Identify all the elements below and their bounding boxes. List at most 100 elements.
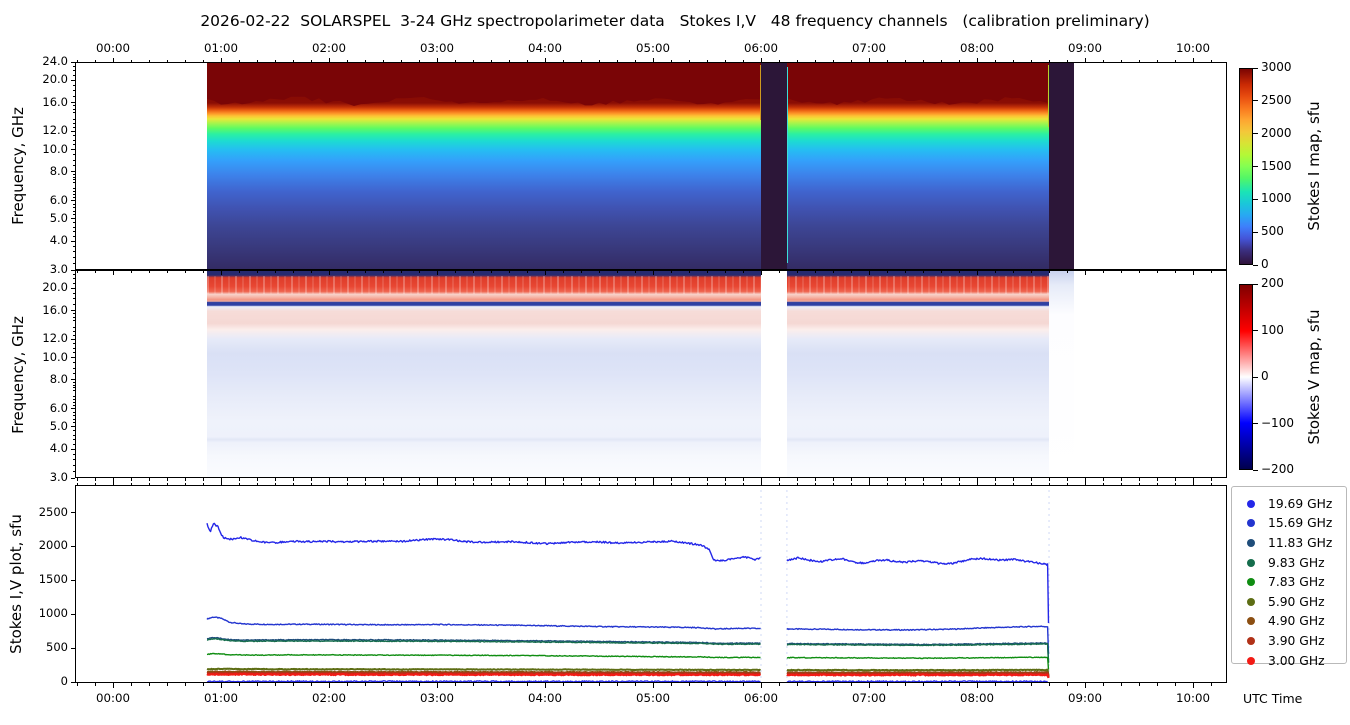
minor-tick — [292, 270, 294, 273]
minor-tick — [130, 683, 132, 686]
minor-tick — [238, 478, 240, 481]
minor-tick — [94, 478, 96, 481]
minor-tick — [886, 683, 888, 686]
minor-tick — [508, 478, 510, 481]
major-tick — [760, 57, 762, 62]
minor-tick — [1138, 59, 1140, 62]
freq-minor-tick — [72, 381, 75, 383]
sfu-tick-label: 0 — [60, 674, 68, 688]
minor-tick — [886, 482, 888, 485]
freq-minor-tick — [72, 256, 75, 258]
legend-item: 19.69 GHz — [1232, 494, 1346, 514]
colorbar-tick — [1253, 198, 1258, 200]
legend-marker-dot — [1247, 499, 1255, 508]
minor-tick — [418, 478, 420, 481]
stokes-i-wiggle-boundary — [206, 63, 1050, 106]
major-tick — [976, 270, 978, 275]
freq-minor-tick — [72, 193, 75, 195]
minor-tick — [688, 683, 690, 686]
freq-minor-tick — [72, 263, 75, 265]
major-tick — [328, 683, 330, 688]
freq-minor-tick — [72, 179, 75, 181]
freq-minor-tick — [72, 343, 75, 345]
sfu-tick — [70, 512, 75, 513]
minor-tick — [742, 683, 744, 686]
freq-minor-tick — [72, 282, 75, 284]
hour-label: 03:00 — [420, 691, 454, 705]
freq-minor-tick — [72, 210, 75, 212]
minor-tick — [688, 478, 690, 481]
minor-tick — [1138, 478, 1140, 481]
minor-tick — [598, 482, 600, 485]
legend-item-label: 19.69 GHz — [1268, 496, 1333, 511]
legend-marker-dot — [1247, 578, 1255, 587]
legend: 19.69 GHz 15.69 GHz 11.83 GHz 9.83 GHz 7.83 … — [1231, 486, 1347, 668]
sfu-tick — [70, 579, 75, 581]
minor-tick — [724, 270, 726, 273]
freq-minor-tick — [72, 303, 75, 305]
minor-tick — [400, 683, 402, 686]
major-tick — [868, 270, 870, 275]
minor-tick — [814, 683, 816, 686]
minor-tick — [184, 482, 186, 485]
freq-major-tick — [70, 149, 75, 151]
freq-minor-tick — [72, 292, 75, 294]
minor-tick — [256, 59, 258, 62]
freq-tick-label: 3.0 — [49, 470, 68, 484]
post-data-band — [1049, 63, 1075, 269]
colorbar-tick-label: 100 — [1261, 322, 1284, 337]
series-5-90-ghz-i — [786, 668, 1050, 676]
freq-tick-label: 6.0 — [49, 192, 68, 207]
cb2-label: Stokes V map, sfu — [1305, 309, 1323, 445]
colorbar-tick — [1253, 264, 1258, 266]
minor-tick — [724, 478, 726, 481]
minor-tick — [1210, 59, 1212, 62]
minor-tick — [94, 270, 96, 273]
freq-tick-label: 4.0 — [49, 441, 68, 456]
minor-tick — [958, 270, 960, 273]
minor-tick — [724, 59, 726, 62]
minor-tick — [688, 59, 690, 62]
minor-tick — [256, 683, 258, 686]
minor-tick — [148, 270, 150, 273]
minor-tick — [832, 482, 834, 485]
major-tick — [652, 57, 654, 62]
minor-tick — [778, 482, 780, 485]
minor-tick — [922, 482, 924, 485]
end-edge-line — [1047, 65, 1050, 127]
legend-item-label: 5.90 GHz — [1268, 594, 1325, 609]
minor-tick — [1210, 683, 1212, 686]
minor-tick — [238, 683, 240, 686]
freq-minor-tick — [72, 278, 75, 280]
major-tick — [220, 480, 222, 485]
minor-tick — [1048, 683, 1050, 686]
minor-tick — [256, 482, 258, 485]
minor-tick — [814, 482, 816, 485]
freq-minor-tick — [72, 418, 75, 420]
freq-minor-tick — [72, 135, 75, 137]
minor-tick — [382, 482, 384, 485]
major-tick — [868, 480, 870, 485]
colorbar-tick-label: 1500 — [1261, 158, 1292, 173]
freq-tick-label: 10.0 — [42, 349, 68, 364]
minor-tick — [562, 478, 564, 481]
freq-tick-label: 4.0 — [49, 233, 68, 248]
stokes-iv-plot-panel — [75, 485, 1227, 683]
minor-tick — [1210, 478, 1212, 481]
freq-minor-tick — [72, 415, 75, 417]
minor-tick — [310, 683, 312, 686]
hour-label: 03:00 — [420, 41, 454, 55]
minor-tick — [1120, 270, 1122, 273]
freq-minor-tick — [72, 401, 75, 403]
legend-item-label: 15.69 GHz — [1268, 516, 1333, 531]
major-tick — [1084, 480, 1086, 485]
series-15-69-ghz-i — [206, 616, 761, 631]
minor-tick — [940, 482, 942, 485]
colorbar-tick-label: 0 — [1261, 257, 1269, 271]
major-tick — [760, 478, 762, 483]
minor-tick — [472, 482, 474, 485]
major-tick — [436, 478, 438, 483]
freq-minor-tick — [72, 70, 75, 72]
minor-tick — [472, 270, 474, 273]
freq-minor-tick — [72, 453, 75, 455]
